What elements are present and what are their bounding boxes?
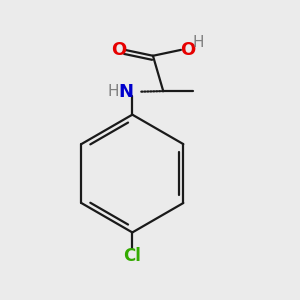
Text: O: O — [112, 41, 127, 59]
Text: Cl: Cl — [123, 247, 141, 265]
Text: O: O — [180, 41, 195, 59]
Text: H: H — [193, 35, 204, 50]
Text: H: H — [107, 84, 119, 99]
Text: N: N — [118, 83, 134, 101]
